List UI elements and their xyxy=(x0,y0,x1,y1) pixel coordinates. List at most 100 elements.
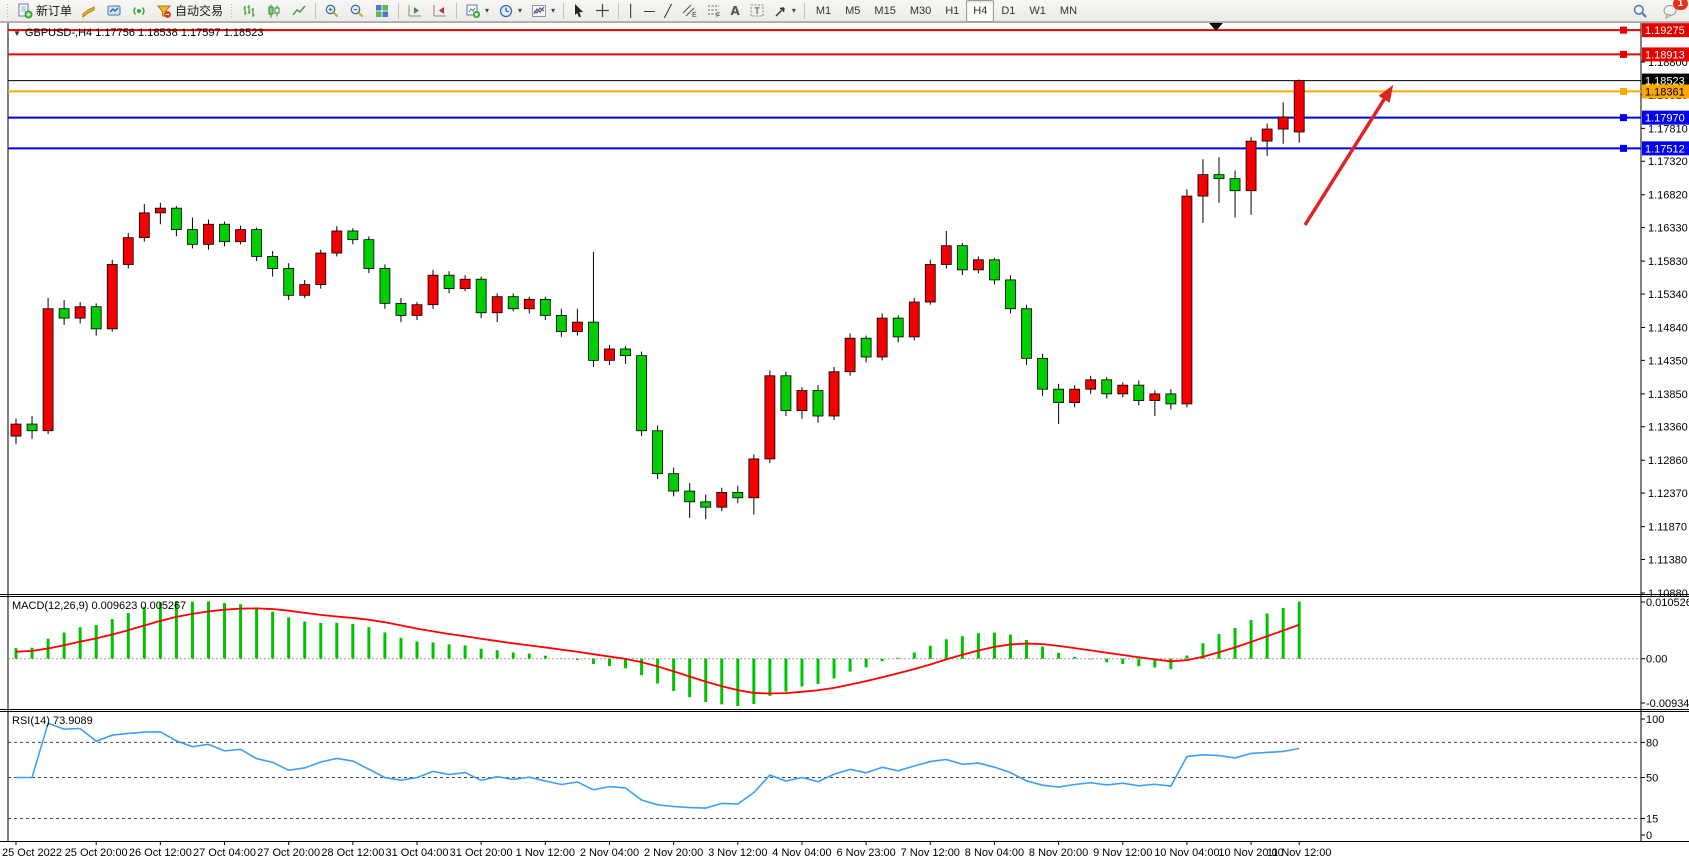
arrows-tool[interactable]: ▾ xyxy=(770,0,800,22)
trendline-tool[interactable]: ╱ xyxy=(664,3,672,18)
candle-body xyxy=(203,223,214,245)
candlestick-chart-button[interactable] xyxy=(262,0,286,22)
price-badge-1.17970: 1.17970 xyxy=(1645,113,1685,125)
time-axis[interactable]: 25 Oct 2022 25 Oct 20:00 26 Oct 12:00 27 Oc… xyxy=(2,841,1332,859)
tile-windows-button[interactable] xyxy=(370,0,394,22)
arrow-annotation[interactable] xyxy=(1303,81,1399,226)
timeframe-W1[interactable]: W1 xyxy=(1029,4,1046,17)
time-tick-label: 26 Oct 12:00 xyxy=(129,847,192,859)
notifications-button[interactable]: 1 xyxy=(1658,0,1688,22)
hline-handle[interactable] xyxy=(1620,114,1627,122)
candle-body xyxy=(347,230,359,241)
candle-body xyxy=(154,207,166,214)
toolbar-right: 1 xyxy=(1628,0,1688,22)
new-chart-icon xyxy=(466,4,481,18)
candle-body xyxy=(411,304,423,316)
timeframe-M30[interactable]: M30 xyxy=(909,4,932,17)
indicators-icon xyxy=(532,4,547,17)
signals-button[interactable] xyxy=(127,0,151,22)
candle-body xyxy=(363,239,375,269)
candle-body xyxy=(1149,393,1161,401)
candle-body xyxy=(828,371,840,417)
auto-trading-button[interactable]: 自动交易 xyxy=(152,0,227,22)
rsi-scale-label: 80 xyxy=(1646,737,1658,749)
candle-body xyxy=(443,274,455,290)
line-chart-button[interactable] xyxy=(287,0,311,22)
candle-body xyxy=(42,308,54,432)
toolbar: 新订单 自动交易 xyxy=(0,0,1689,22)
candle-body xyxy=(10,423,22,437)
auto-scroll-icon xyxy=(433,4,447,16)
periods-button[interactable]: ▾ xyxy=(494,0,526,22)
tile-windows-icon xyxy=(376,4,389,17)
price-badge-1.18361: 1.18361 xyxy=(1645,86,1685,98)
candle-body xyxy=(668,473,680,492)
candle-body xyxy=(973,259,984,271)
auto-trading-icon xyxy=(156,5,172,18)
timeframe-D1[interactable]: D1 xyxy=(1001,4,1016,17)
auto-scroll-button[interactable] xyxy=(428,0,452,22)
timeframe-M15[interactable]: M15 xyxy=(874,4,896,17)
macd-scale-label: 0.00 xyxy=(1646,654,1667,666)
text-label-tool[interactable]: T xyxy=(745,0,769,22)
vertical-line-tool[interactable]: │ xyxy=(627,3,635,18)
candle-body xyxy=(251,229,263,257)
candle-body xyxy=(572,321,583,332)
collapse-triangle-icon[interactable]: ▼ xyxy=(13,29,21,38)
new-order-button[interactable]: 新订单 xyxy=(13,0,76,22)
timeframe-H1[interactable]: H1 xyxy=(945,4,960,17)
crosshair-tool-button[interactable] xyxy=(591,0,614,22)
candle-body xyxy=(748,458,760,499)
equidistant-channel-tool[interactable]: E xyxy=(677,0,701,22)
rsi-pane xyxy=(8,722,1641,819)
search-button[interactable] xyxy=(1628,0,1652,22)
hline-handle[interactable] xyxy=(1620,87,1627,95)
hline-handle[interactable] xyxy=(1620,50,1627,58)
time-tick-label: 25 Oct 2022 xyxy=(2,847,62,859)
cursor-tool-button[interactable] xyxy=(568,0,590,22)
candle-body xyxy=(331,230,343,254)
time-tick-label: 6 Nov 23:00 xyxy=(836,847,895,859)
candle-body xyxy=(26,423,38,432)
timeframe-M5[interactable]: M5 xyxy=(845,4,861,17)
zoom-in-button[interactable] xyxy=(320,0,344,22)
bar-chart-button[interactable] xyxy=(237,0,261,22)
price-axis[interactable]: 1.188001.183101.178101.173201.168201.163… xyxy=(1641,57,1689,842)
timeframe-MN[interactable]: MN xyxy=(1059,4,1078,17)
indicators-button[interactable]: ▾ xyxy=(527,0,559,22)
timeframe-M1[interactable]: M1 xyxy=(815,4,832,17)
channel-icon: E xyxy=(682,4,697,18)
price-tick-label: 1.16330 xyxy=(1648,223,1688,235)
candlesticks xyxy=(10,79,1305,520)
candle-body xyxy=(732,492,744,499)
candle-body xyxy=(892,317,904,338)
candle-body xyxy=(1277,116,1289,130)
fibonacci-tool[interactable]: F xyxy=(702,0,726,22)
bar-chart-icon xyxy=(243,4,255,17)
text-tool[interactable]: A xyxy=(730,3,740,18)
svg-text:T: T xyxy=(754,6,760,16)
market-watch-button[interactable] xyxy=(102,0,126,22)
candle-body xyxy=(122,237,134,265)
charts-button[interactable] xyxy=(77,0,101,22)
signals-icon xyxy=(133,6,145,15)
pane-separators[interactable] xyxy=(0,594,1689,842)
pane-borders xyxy=(0,22,1689,841)
horizontal-line-objects[interactable] xyxy=(8,26,1641,152)
time-tick-label: 27 Oct 04:00 xyxy=(193,847,256,859)
rsi-scale-label: 15 xyxy=(1646,813,1658,825)
timeframe-H4[interactable]: H4 xyxy=(966,0,995,22)
price-badges: 1.192751.189131.185231.183611.179701.175… xyxy=(1642,23,1689,156)
hline-handle[interactable] xyxy=(1620,26,1627,34)
time-tick-label: 11 Nov 12:00 xyxy=(1267,847,1332,859)
candle-body xyxy=(315,252,327,285)
new-chart-button[interactable]: ▾ xyxy=(461,0,493,22)
horizontal-line-tool[interactable]: — xyxy=(643,3,656,18)
zoom-out-button[interactable] xyxy=(345,0,369,22)
hline-handle[interactable] xyxy=(1620,144,1627,152)
chat-bubble-icon xyxy=(1663,4,1677,19)
time-tick-label: 1 Nov 12:00 xyxy=(516,847,575,859)
chart-shift-button[interactable] xyxy=(403,0,427,22)
chart-shift-marker-icon[interactable] xyxy=(1209,23,1223,31)
